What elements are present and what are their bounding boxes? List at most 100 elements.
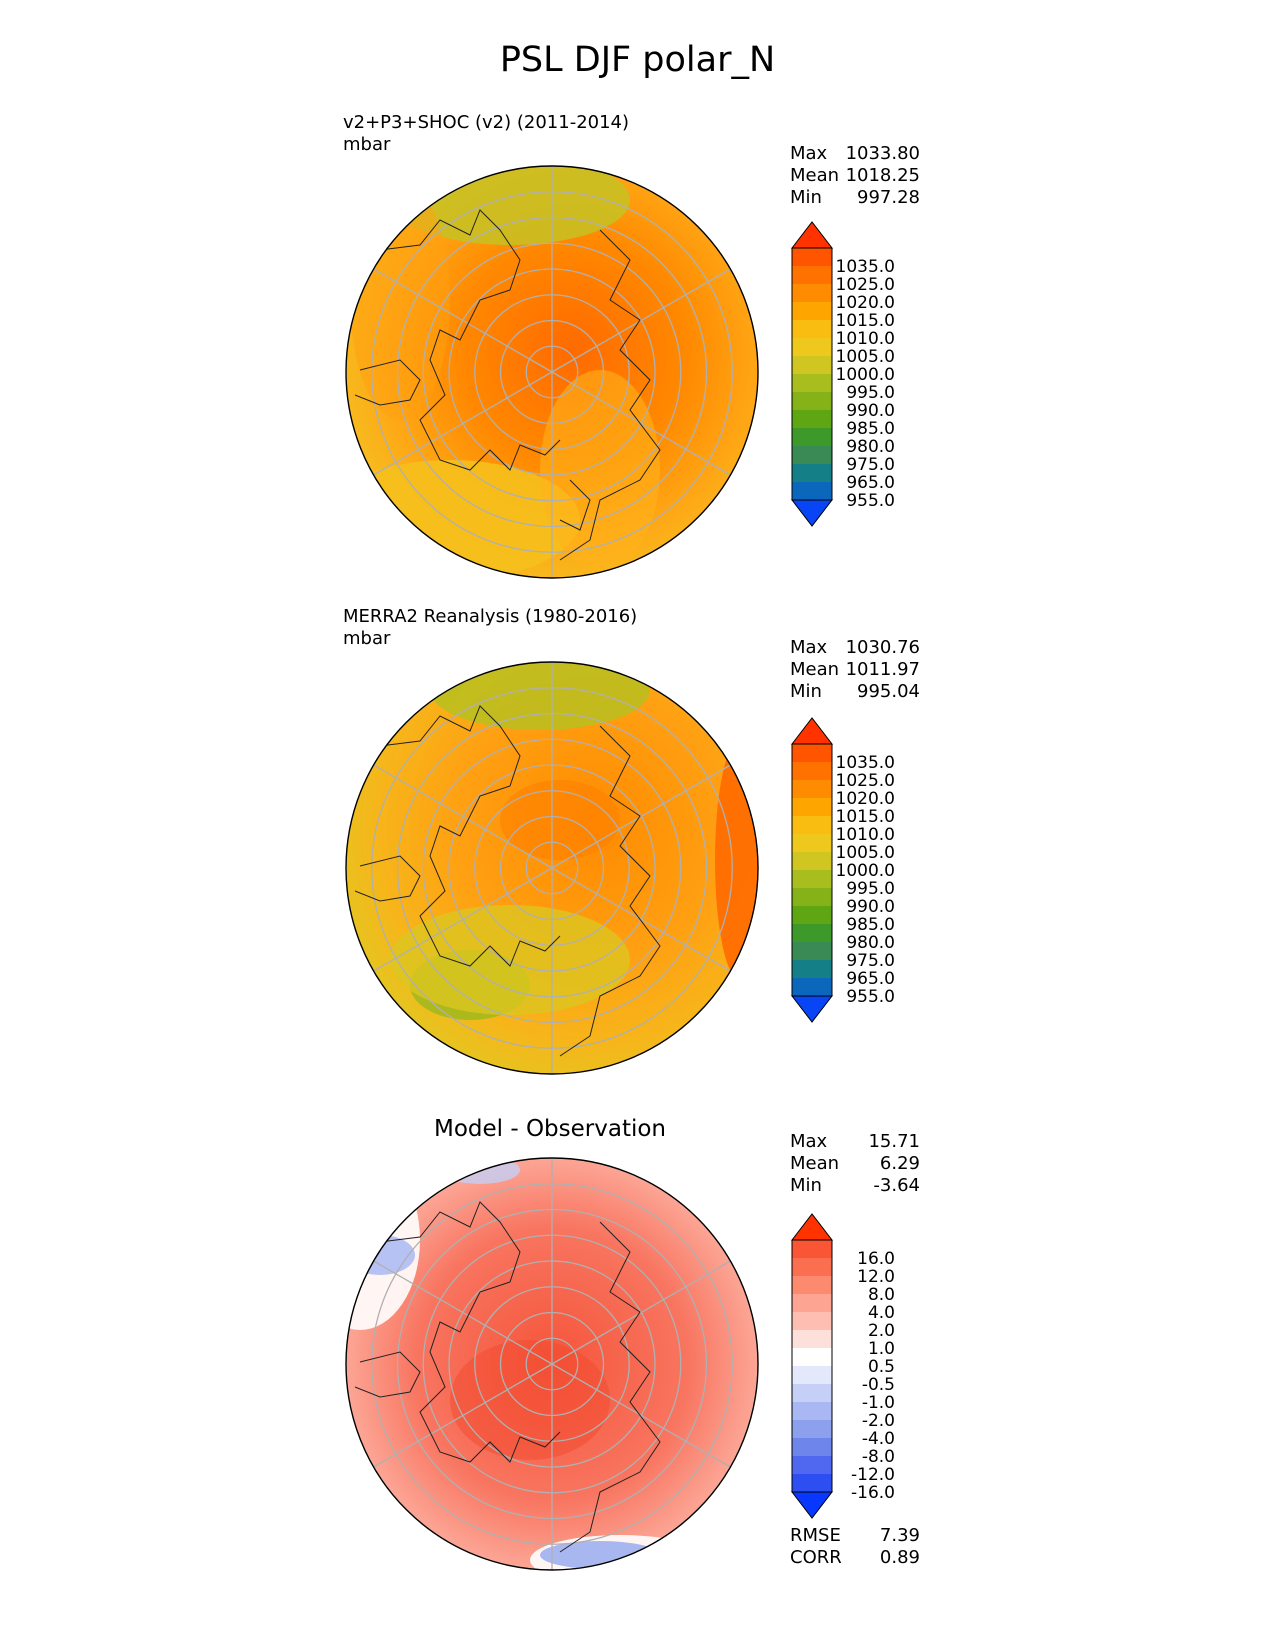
colorbar-frame — [791, 247, 833, 501]
coastline — [354, 855, 421, 902]
meridian-line — [373, 764, 553, 869]
stat-label: Max — [790, 143, 828, 164]
colorbar-tick-label: -1.0 — [862, 1393, 895, 1413]
coastline — [379, 1201, 561, 1463]
colorbar-tick-label: 4.0 — [868, 1303, 895, 1323]
coastline — [559, 479, 591, 531]
colorbar-segment — [792, 1384, 832, 1402]
colorbar-tick-label: 1005.0 — [836, 843, 895, 863]
colorbar-tick-label: 1025.0 — [836, 771, 895, 791]
colorbar-segment — [792, 1402, 832, 1420]
panel-2-units: mbar — [343, 628, 391, 649]
colorbar-tick-label: 965.0 — [846, 969, 895, 989]
colorbar-tick-label: 1020.0 — [836, 293, 895, 313]
panel-1-title: v2+P3+SHOC (v2) (2011-2014) mbar — [343, 112, 629, 156]
metric-rmse: 7.39 — [879, 1525, 920, 1546]
colorbar-tick-label: 1015.0 — [836, 311, 895, 331]
stat-min: 995.04 — [857, 681, 920, 702]
colorbar-segment — [792, 374, 832, 392]
coastline — [354, 1351, 421, 1398]
colorbar-segment — [792, 978, 832, 996]
stat-label: Max — [790, 637, 828, 658]
colorbar-tick-label: 1000.0 — [836, 365, 895, 385]
coastline — [559, 725, 661, 1057]
colorbar-tick-label: 1005.0 — [836, 347, 895, 367]
colorbar-segment — [792, 446, 832, 464]
graticule — [346, 662, 758, 1074]
meridian-line — [551, 1260, 731, 1365]
colorbar-segment — [792, 816, 832, 834]
colorbar-extend-max — [790, 221, 834, 249]
colorbar-tick-label: -0.5 — [862, 1375, 895, 1395]
colorbar-segment — [792, 1456, 832, 1474]
colorbar-tick-label: 975.0 — [846, 951, 895, 971]
colorbar-segment — [792, 356, 832, 374]
colorbar-extend-max — [790, 717, 834, 745]
colorbar-segment — [792, 320, 832, 338]
colorbar-segment — [792, 870, 832, 888]
map-panel-1 — [345, 165, 759, 579]
colorbar-tick-label: 1010.0 — [836, 329, 895, 349]
map-border — [345, 165, 759, 579]
colorbar-segment — [792, 464, 832, 482]
colorbar-segment — [792, 1312, 832, 1330]
meridian-line — [373, 867, 553, 972]
panel-3-stats: Max 15.71 Mean 6.29 Min -3.64 — [790, 1131, 920, 1197]
colorbar-segment — [792, 924, 832, 942]
colorbar-tick-label: 12.0 — [857, 1267, 895, 1287]
meridian-line — [551, 764, 731, 869]
colorbar-segment — [792, 942, 832, 960]
colorbar-segment — [792, 1366, 832, 1384]
metric-label: RMSE — [790, 1525, 841, 1546]
graticule — [346, 1158, 758, 1570]
colorbar-tick-label: -16.0 — [851, 1483, 895, 1503]
colorbar-segment — [792, 1276, 832, 1294]
colorbar-segment — [792, 428, 832, 446]
colorbar-tick-label: -2.0 — [862, 1411, 895, 1431]
metric-corr: 0.89 — [879, 1547, 920, 1568]
colorbar-segment — [792, 1474, 832, 1492]
colorbar-segment — [792, 762, 832, 780]
meridian-line — [551, 268, 731, 373]
colorbar-tick-label: -8.0 — [862, 1447, 895, 1467]
panel-2-stats: Max 1030.76 Mean 1011.97 Min 995.04 — [790, 637, 920, 703]
colorbar-panel-1: 1035.01025.01020.01015.01010.01005.01000… — [790, 221, 895, 527]
stat-label: Max — [790, 1131, 828, 1152]
colorbar-segment — [792, 266, 832, 284]
colorbar-extend-min — [790, 1491, 834, 1519]
colorbar-segment — [792, 744, 832, 762]
map-panel-3 — [345, 1157, 759, 1571]
colorbar-segment — [792, 1330, 832, 1348]
colorbar-tick-label: 995.0 — [846, 879, 895, 899]
colorbar-tick-label: -4.0 — [862, 1429, 895, 1449]
colorbar-frame — [791, 743, 833, 997]
coastlines — [354, 705, 661, 1057]
colorbar-tick-label: 1035.0 — [836, 753, 895, 773]
stat-min: -3.64 — [873, 1175, 920, 1196]
panel-2-name: MERRA2 Reanalysis (1980-2016) — [343, 606, 638, 627]
stat-max: 1033.80 — [845, 143, 920, 164]
colorbar-segment — [792, 798, 832, 816]
colorbar-tick-label: 8.0 — [868, 1285, 895, 1305]
colorbar-frame — [791, 1239, 833, 1493]
colorbar-panel-3: 16.012.08.04.02.01.00.5-0.5-1.0-2.0-4.0-… — [790, 1213, 895, 1519]
stat-max: 1030.76 — [845, 637, 920, 658]
colorbar-tick-label: 2.0 — [868, 1321, 895, 1341]
colorbar-segment — [792, 1420, 832, 1438]
stat-mean: 6.29 — [879, 1153, 920, 1174]
colorbar-segment — [792, 834, 832, 852]
colorbar-tick-label: 985.0 — [846, 419, 895, 439]
field-blob — [450, 1340, 610, 1460]
colorbar-tick-label: 980.0 — [846, 437, 895, 457]
colorbar-segment — [792, 960, 832, 978]
panel-2-title: MERRA2 Reanalysis (1980-2016) mbar — [343, 606, 637, 650]
colorbar-tick-label: 1015.0 — [836, 807, 895, 827]
colorbar-segment — [792, 1348, 832, 1366]
colorbar-segment — [792, 780, 832, 798]
map-panel-2 — [345, 661, 759, 1075]
colorbar-segment — [792, 392, 832, 410]
colorbar-segment — [792, 302, 832, 320]
colorbar-extend-max — [790, 1213, 834, 1241]
colorbar-segment — [792, 1294, 832, 1312]
colorbar-segment — [792, 906, 832, 924]
